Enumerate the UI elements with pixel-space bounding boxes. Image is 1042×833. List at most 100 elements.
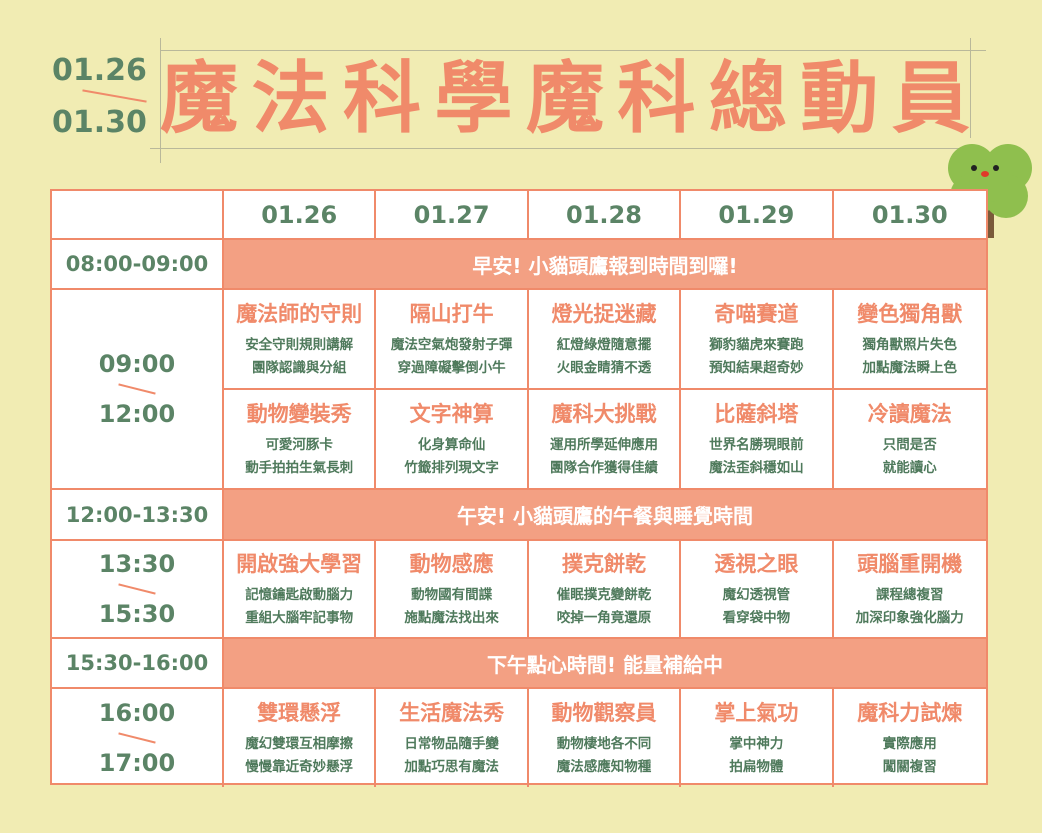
band-time: 15:30-16:00 — [52, 639, 224, 689]
end-date: 01.30 — [52, 105, 147, 140]
activity-desc: 魔法空氣炮發射子彈 — [390, 337, 513, 353]
activity-desc: 魔法歪斜穩如山 — [709, 460, 804, 476]
activity-cell: 比薩斜塔世界名勝現眼前 魔法歪斜穩如山 — [681, 390, 834, 490]
activity-cell: 雙環懸浮魔幻雙環互相摩擦 慢慢靠近奇妙懸浮 — [224, 689, 377, 787]
activity-name: 隔山打牛 — [409, 302, 494, 326]
activity-desc: 魔幻雙環互相摩擦 — [245, 736, 354, 752]
day-header: 01.26 — [224, 191, 377, 240]
activity-cell: 透視之眼魔幻透視管看穿袋中物 — [681, 541, 834, 639]
activity-cell: 開啟強大學習 記憶鑰匙啟動腦力 重組大腦牢記事物 — [224, 541, 377, 639]
activity-cell: 魔科大挑戰運用所學延伸應用 團隊合作獲得佳績 — [528, 390, 682, 490]
activity-desc: 獅豹貓虎來賽跑 — [709, 337, 804, 353]
activity-cell: 變色獨角獸獨角獸照片失色 加點魔法瞬上色 — [833, 290, 986, 390]
activity-desc: 闖關複習 — [882, 759, 937, 775]
activity-name: 文字神算 — [409, 402, 494, 426]
activity-desc: 重組大腦牢記事物 — [245, 610, 354, 626]
time-range: 09:00 12:00 — [99, 350, 175, 428]
activity-desc: 咬掉一角竟還原 — [556, 610, 652, 626]
activity-desc: 竹籤排列現文字 — [404, 460, 499, 476]
activity-desc: 獨角獸照片失色 — [862, 337, 958, 353]
activity-desc: 團隊合作獲得佳績 — [549, 460, 658, 476]
activity-desc: 加深印象強化腦力 — [855, 610, 964, 626]
activity-desc: 安全守則規則講解 — [245, 337, 354, 353]
date-range: 01.26 01.30 — [52, 56, 147, 138]
activity-name: 撲克餅乾 — [561, 552, 646, 576]
activity-cell: 撲克餅乾催眠撲克變餅乾 咬掉一角竟還原 — [528, 541, 682, 639]
end-time: 17:00 — [98, 749, 176, 777]
activity-cell: 文字神算化身算命仙竹籤排列現文字 — [376, 390, 529, 490]
title-char: 科 — [617, 54, 696, 144]
activity-name: 生活魔法秀 — [399, 701, 505, 725]
grid-line — [970, 38, 971, 138]
activity-name: 動物觀察員 — [551, 701, 657, 725]
band-message: 午安! 小貓頭鷹的午餐與睡覺時間 — [224, 490, 986, 541]
activity-desc: 世界名勝現眼前 — [709, 437, 804, 453]
activity-desc: 動手拍拍生氣長刺 — [245, 460, 354, 476]
start-time: 16:00 — [98, 699, 176, 727]
day-header: 01.30 — [833, 191, 986, 240]
time-range: 13:30 15:30 — [99, 550, 175, 628]
activity-cell: 頭腦重開機課程總複習加深印象強化腦力 — [833, 541, 986, 639]
activity-name: 比薩斜塔 — [714, 402, 799, 426]
session-time-cell: 13:30 15:30 — [52, 541, 224, 639]
time-slash — [118, 383, 156, 395]
activity-cell: 奇喵賽道 獅豹貓虎來賽跑 預知結果超奇妙 — [681, 290, 834, 390]
day-header: 01.27 — [376, 191, 529, 240]
title-char: 科 — [342, 54, 421, 144]
activity-desc: 可愛河豚卡 — [265, 437, 333, 453]
activity-desc: 只問是否 — [882, 437, 937, 453]
activity-cell: 動物變裝秀可愛河豚卡動手拍拍生氣長刺 — [224, 390, 377, 490]
grid-line — [160, 38, 161, 163]
activity-name: 透視之眼 — [714, 552, 799, 576]
title-char: 學 — [434, 54, 513, 144]
end-time: 12:00 — [98, 400, 176, 428]
activity-name: 變色獨角獸 — [857, 302, 963, 326]
activity-cell: 燈光捉迷藏 紅燈綠燈隨意擺 火眼金睛猜不透 — [528, 290, 682, 390]
title-char: 魔 — [525, 54, 604, 144]
activity-desc: 施點魔法找出來 — [404, 610, 499, 626]
title-char: 員 — [891, 54, 970, 144]
title-char: 魔 — [160, 54, 239, 144]
start-time: 09:00 — [98, 350, 176, 378]
activity-cell: 動物感應 動物國有間諜 施點魔法找出來 — [376, 541, 529, 639]
activity-name: 掌上氣功 — [714, 701, 799, 725]
activity-name: 雙環懸浮 — [257, 701, 342, 725]
activity-name: 動物變裝秀 — [246, 402, 352, 426]
activity-desc: 紅燈綠燈隨意擺 — [556, 337, 652, 353]
activity-desc: 運用所學延伸應用 — [549, 437, 658, 453]
activity-desc: 加點魔法瞬上色 — [862, 360, 958, 376]
activity-desc: 穿過障礙擊倒小牛 — [397, 360, 506, 376]
activity-desc: 掌中神力 — [729, 736, 784, 752]
end-time: 15:30 — [98, 600, 176, 628]
activity-name: 魔科力試煉 — [857, 701, 963, 725]
grid-line — [150, 148, 970, 149]
activity-desc: 催眠撲克變餅乾 — [556, 587, 652, 603]
title-char: 總 — [708, 54, 787, 144]
date-slash — [82, 89, 147, 103]
band-message: 下午點心時間! 能量補給中 — [224, 639, 986, 689]
activity-desc: 課程總複習 — [876, 587, 944, 603]
grid-line — [160, 50, 986, 51]
activity-desc: 預知結果超奇妙 — [709, 360, 804, 376]
activity-cell: 魔法師的守則 安全守則規則講解 團隊認識與分組 — [224, 290, 377, 390]
activity-name: 魔科大挑戰 — [551, 402, 657, 426]
activity-desc: 就能讀心 — [882, 460, 937, 476]
activity-cell: 冷讀魔法 只問是否 就能讀心 — [833, 390, 986, 490]
activity-desc: 動物國有間諜 — [411, 587, 493, 603]
time-range: 16:00 17:00 — [99, 699, 175, 777]
activity-desc: 魔法感應知物種 — [556, 759, 652, 775]
session-time-cell: 16:00 17:00 — [52, 689, 224, 787]
activity-name: 頭腦重開機 — [857, 552, 963, 576]
activity-desc: 拍扁物體 — [729, 759, 784, 775]
title-char: 法 — [251, 54, 330, 144]
activity-desc: 看穿袋中物 — [722, 610, 791, 626]
activity-desc: 慢慢靠近奇妙懸浮 — [245, 759, 354, 775]
day-header: 01.29 — [681, 191, 834, 240]
activity-desc: 實際應用 — [882, 736, 937, 752]
activity-desc: 化身算命仙 — [417, 437, 486, 453]
time-slash — [118, 732, 156, 744]
activity-cell: 隔山打牛魔法空氣炮發射子彈 穿過障礙擊倒小牛 — [376, 290, 529, 390]
time-slash — [118, 583, 156, 595]
activity-desc: 魔幻透視管 — [722, 587, 791, 603]
activity-desc: 加點巧思有魔法 — [404, 759, 499, 775]
